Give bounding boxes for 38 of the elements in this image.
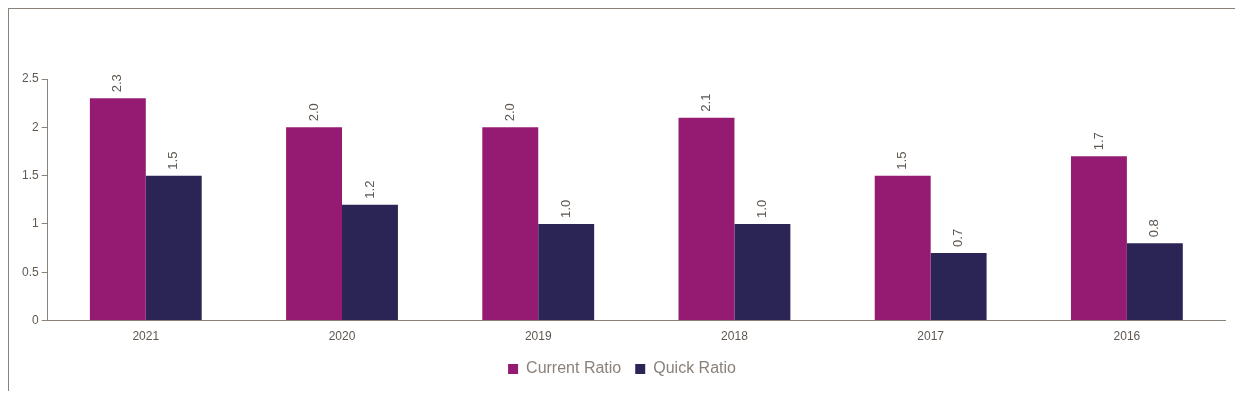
data-label: 1.7 bbox=[1090, 132, 1106, 151]
bar bbox=[145, 175, 202, 321]
data-label: 1.0 bbox=[753, 199, 769, 218]
data-label: 1.0 bbox=[557, 199, 573, 218]
y-tick-label: 0 bbox=[31, 312, 39, 327]
data-label: 1.2 bbox=[361, 180, 377, 199]
data-label: 2.0 bbox=[305, 103, 321, 122]
y-tick-label: 1 bbox=[31, 216, 39, 231]
bar bbox=[89, 98, 146, 321]
bar bbox=[482, 127, 539, 321]
bar bbox=[538, 223, 595, 321]
bar bbox=[678, 117, 735, 321]
x-tick-label: 2020 bbox=[328, 329, 356, 344]
x-tick-label: 2021 bbox=[132, 329, 160, 344]
x-tick-label: 2019 bbox=[524, 329, 552, 344]
data-label: 0.8 bbox=[1146, 219, 1162, 238]
data-label: 1.5 bbox=[894, 151, 910, 170]
bar bbox=[1070, 156, 1127, 321]
bar bbox=[286, 127, 343, 321]
x-tick-label: 2016 bbox=[1113, 329, 1141, 344]
data-label: 2.3 bbox=[109, 74, 125, 93]
bar bbox=[342, 204, 398, 321]
data-label: 2.0 bbox=[501, 103, 517, 122]
bar bbox=[1126, 243, 1183, 321]
y-tick-label: 2.5 bbox=[21, 71, 39, 86]
legend-label: Current Ratio bbox=[526, 359, 622, 377]
bar bbox=[930, 252, 987, 321]
y-tick-label: 1.5 bbox=[21, 167, 39, 182]
data-label: 1.5 bbox=[165, 151, 181, 170]
bar bbox=[734, 223, 791, 321]
data-label: 0.7 bbox=[950, 228, 966, 247]
data-label: 2.1 bbox=[698, 93, 714, 112]
legend-label: Quick Ratio bbox=[653, 359, 737, 377]
bar bbox=[874, 175, 931, 321]
y-tick-label: 2 bbox=[31, 119, 39, 134]
x-tick-label: 2018 bbox=[721, 329, 749, 344]
x-tick-label: 2017 bbox=[917, 329, 945, 344]
y-tick-label: 0.5 bbox=[21, 264, 39, 279]
